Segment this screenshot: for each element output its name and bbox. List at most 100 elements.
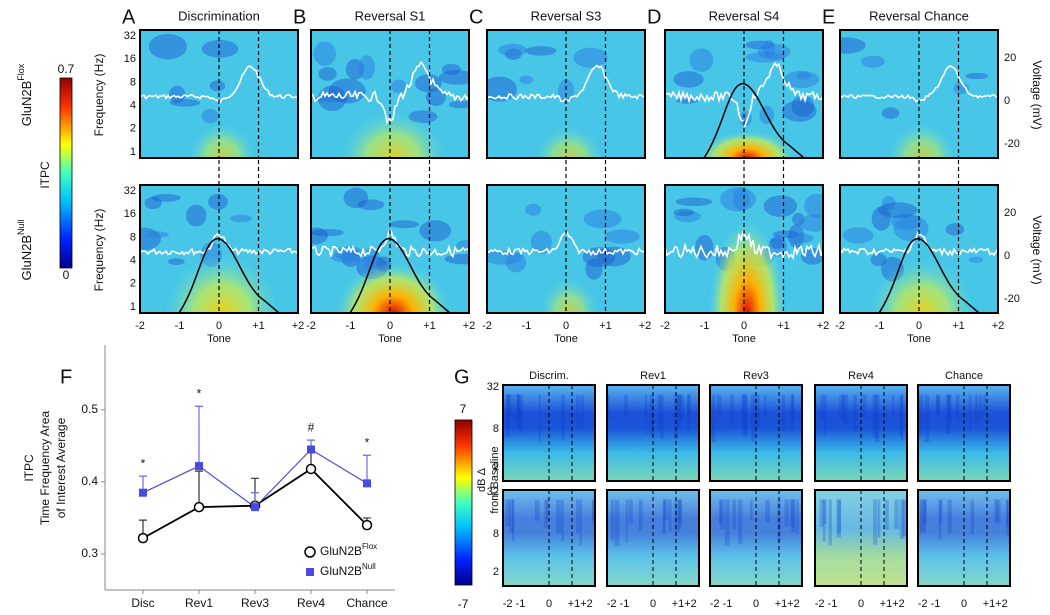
x-tick-label: +1+2 <box>568 598 593 610</box>
spectrogram-streak <box>892 394 895 414</box>
spectrogram-streak <box>738 499 743 544</box>
heatmap-patch <box>799 214 823 232</box>
y-tick-label: 4 <box>130 255 136 267</box>
spectrogram-streak <box>861 394 867 418</box>
spectrogram-streak <box>659 394 664 439</box>
x-tick-label: -2 -1 <box>607 598 630 610</box>
spectrogram-streak <box>512 394 516 434</box>
significance-mark: * <box>197 386 202 400</box>
spectrogram-streak <box>901 394 904 441</box>
colorbar-max: 0.7 <box>58 62 75 76</box>
heatmap-patch <box>441 63 461 75</box>
legend-label: GluN2BNull <box>320 562 376 578</box>
x-tick-label: 0 <box>916 320 922 332</box>
spectrogram-streak <box>843 394 849 425</box>
legend-label: GluN2BFlox <box>320 542 377 558</box>
spectrogram-streak <box>923 499 927 525</box>
spectrogram-streak <box>979 394 983 420</box>
spectrogram-frame <box>502 384 596 482</box>
spectrogram-frame <box>709 489 803 587</box>
x-tick-label: -2 <box>482 320 492 332</box>
spectrogram-streak <box>678 499 682 529</box>
heatmap-patch <box>763 195 798 217</box>
spectrogram-streak <box>676 394 681 429</box>
y-tick-label: 8 <box>130 76 136 88</box>
colorbar-label: ITPC <box>38 161 52 189</box>
spectrogram-streak <box>677 394 682 422</box>
spectrogram-streak <box>955 394 960 422</box>
x-tick-label: +2 <box>463 320 476 332</box>
heatmap-patch <box>968 256 984 263</box>
y-tick-label: 0.5 <box>81 402 98 416</box>
heatmap-patch <box>673 71 704 88</box>
heatmap <box>487 30 645 158</box>
spectrogram-streak <box>947 499 952 534</box>
x-tick-label: 0 <box>741 320 747 332</box>
spectrogram-streak <box>791 394 794 422</box>
spectrogram-streak <box>538 394 541 443</box>
spectrogram-streak <box>576 499 580 534</box>
heatmap <box>840 185 998 313</box>
x-tick-label: -2 -1 <box>815 598 838 610</box>
heatmap-hot <box>336 263 451 313</box>
spectrogram-frame <box>814 489 908 587</box>
point <box>251 503 259 512</box>
heatmap <box>140 185 298 313</box>
x-tick-label: 0 <box>858 598 864 610</box>
panel-letter: D <box>647 6 661 28</box>
heatmap-patch <box>358 55 375 80</box>
heatmap-hot <box>188 123 256 158</box>
spectrogram-streak <box>899 394 903 436</box>
spectrogram-streak <box>974 394 979 424</box>
x-tick-label: +1+2 <box>880 598 905 610</box>
spectrogram-streak <box>623 394 629 416</box>
panel-letter: F <box>60 366 72 388</box>
x-tick-label: 0 <box>961 598 967 610</box>
x-tick-label: -1 <box>175 320 185 332</box>
panel-title: Reversal S4 <box>709 8 780 23</box>
spectrogram-streak <box>819 499 824 527</box>
point <box>195 462 203 471</box>
colorbar-label: from Baseline <box>489 446 501 513</box>
spectrogram-streak <box>711 394 716 443</box>
heatmap-patch <box>769 237 784 249</box>
spectrogram-streak <box>674 499 680 533</box>
significance-mark: # <box>308 420 315 434</box>
y2-tick-label: 0 <box>1004 250 1010 262</box>
point <box>307 445 315 454</box>
heatmap-patch <box>318 66 337 81</box>
heatmap-patch <box>425 88 446 107</box>
spectrogram-streak <box>519 394 524 433</box>
heatmap-patch <box>167 258 185 265</box>
y-tick-label: 16 <box>124 53 136 65</box>
heatmap-patch <box>881 107 900 119</box>
y-tick-label: 1 <box>130 146 136 158</box>
spectrogram-frame <box>606 489 700 587</box>
spectrogram-streak <box>919 499 923 534</box>
heatmap-patch <box>573 47 608 68</box>
spectrogram-streak <box>592 499 595 525</box>
spectrogram-streak <box>544 499 548 528</box>
legend-name: GluN2B <box>320 564 362 578</box>
spectrogram <box>918 490 1010 586</box>
x-tick-label: -2 <box>835 320 845 332</box>
spectrogram-streak <box>842 394 846 423</box>
heatmap-patch <box>870 253 887 267</box>
panel-letter: G <box>454 366 470 388</box>
point <box>361 519 373 531</box>
heatmap-patch <box>782 100 817 122</box>
heatmap-frame <box>664 29 824 159</box>
x-tick-label: +2 <box>639 320 652 332</box>
spectrogram-streak <box>822 499 826 542</box>
x-tick-label: -2 <box>306 320 316 332</box>
error-bar <box>195 470 203 508</box>
heatmap-patch <box>745 51 785 63</box>
heatmap-hot <box>540 278 598 313</box>
panel-title: Discrim. <box>529 370 569 382</box>
spectrogram-streak <box>923 499 927 534</box>
x-tick-label: Rev3 <box>241 596 269 610</box>
y-tick-label: 0.4 <box>81 474 98 488</box>
spectrogram-streak <box>884 499 889 530</box>
x-tick-label: +1 <box>777 320 790 332</box>
x-tick-label: 0 <box>546 598 552 610</box>
